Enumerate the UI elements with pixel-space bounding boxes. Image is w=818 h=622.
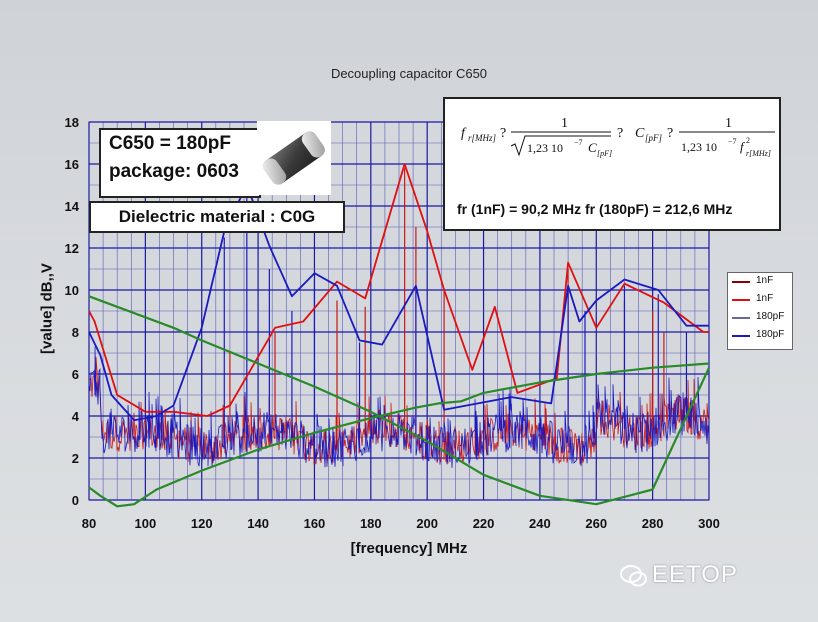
legend-item: 1nF — [728, 291, 792, 309]
chip-icon — [263, 131, 325, 185]
y-tick-label: 12 — [65, 241, 79, 256]
x-tick-label: 140 — [247, 516, 269, 531]
watermark-text: EETOP — [652, 561, 738, 588]
legend: 1nF 1nF 180pF 180pF — [727, 272, 793, 350]
capacitor-chip-image — [257, 121, 331, 195]
x-tick-label: 120 — [191, 516, 213, 531]
formula-q3: ? — [667, 126, 673, 141]
series-line-3 — [88, 184, 709, 422]
formula-c-sub: [pF] — [645, 133, 663, 143]
x-axis-label: [frequency] MHz — [350, 540, 468, 557]
capacitor-info-box: C650 = 180pF package: 0603 — [99, 128, 261, 198]
x-tick-label: 100 — [135, 516, 157, 531]
y-tick-label: 8 — [72, 325, 79, 340]
formula-den2-f-sup: 2 — [746, 136, 750, 145]
y-tick-label: 4 — [72, 409, 80, 424]
formula-q1: ? — [500, 126, 506, 141]
series-line-5 — [88, 362, 710, 508]
legend-label: 180pF — [756, 311, 785, 322]
formula-fr: f — [461, 126, 467, 141]
y-tick-label: 18 — [65, 115, 79, 130]
formula-den2-f: f — [740, 139, 746, 154]
y-tick-label: 10 — [65, 283, 79, 298]
x-tick-label: 260 — [585, 516, 607, 531]
y-axis-label: [value] dB,,V — [38, 263, 56, 354]
formula-graphic: f r[MHz] ? 1 1,23 10 −7 C [pF] ? C [pF] … — [461, 116, 775, 158]
formula-den1-c: C — [588, 140, 597, 155]
formula-c: C — [635, 126, 645, 141]
dielectric-box: Dielectric material : C0G — [89, 201, 345, 233]
legend-label: 1nF — [756, 293, 774, 304]
x-tick-label: 200 — [416, 516, 438, 531]
y-tick-label: 0 — [72, 493, 79, 508]
formula-num1: 1 — [561, 116, 568, 131]
x-tick-label: 300 — [698, 516, 720, 531]
formula-den2-exp: −7 — [728, 137, 737, 146]
resonance-results: fr (1nF) = 90,2 MHz fr (180pF) = 212,6 M… — [457, 201, 733, 217]
cap-value-text: C650 = 180pF — [109, 133, 231, 154]
x-tick-label: 160 — [304, 516, 326, 531]
x-tick-labels: 80 100 120 140 160 180 200 220 240 260 280 300 — [82, 516, 720, 531]
legend-item: 180pF — [728, 309, 792, 327]
series-layer — [88, 163, 710, 508]
y-tick-label: 14 — [65, 199, 80, 214]
y-tick-label: 6 — [72, 367, 79, 382]
legend-label: 180pF — [756, 329, 785, 340]
package-text: package: 0603 — [109, 161, 239, 182]
legend-swatch — [732, 335, 750, 337]
formula-den1: 1,23 10 — [527, 141, 563, 155]
formula-fr-sub: r[MHz] — [468, 133, 497, 143]
formula-q2: ? — [617, 126, 623, 141]
x-tick-label: 280 — [642, 516, 664, 531]
formula-den2-f-sub: r[MHz] — [746, 149, 771, 158]
formula-den1-exp: −7 — [574, 138, 583, 147]
noise-180pF — [88, 346, 710, 468]
wechat-icon — [620, 565, 647, 587]
formula-den1-c-sub: [pF] — [597, 149, 612, 158]
x-tick-label: 80 — [82, 516, 96, 531]
chart-title: Decoupling capacitor C650 — [330, 66, 488, 81]
x-tick-label: 220 — [473, 516, 495, 531]
y-tick-labels: 0 2 4 6 8 10 12 14 16 18 — [65, 115, 80, 508]
legend-swatch — [732, 281, 750, 283]
x-tick-label: 240 — [529, 516, 551, 531]
formula-num2: 1 — [725, 116, 732, 131]
series-line-1 — [88, 163, 709, 417]
legend-label: 1nF — [756, 275, 774, 286]
y-tick-label: 16 — [65, 157, 79, 172]
formula-den2: 1,23 10 — [681, 140, 717, 154]
legend-item: 1nF — [728, 273, 792, 291]
legend-swatch — [732, 299, 750, 301]
series-line-4 — [88, 295, 710, 506]
legend-swatch — [732, 317, 750, 319]
formula-box: f r[MHz] ? 1 1,23 10 −7 C [pF] ? C [pF] … — [443, 97, 781, 231]
legend-item: 180pF — [728, 327, 792, 345]
y-tick-label: 2 — [72, 451, 79, 466]
x-tick-label: 180 — [360, 516, 382, 531]
